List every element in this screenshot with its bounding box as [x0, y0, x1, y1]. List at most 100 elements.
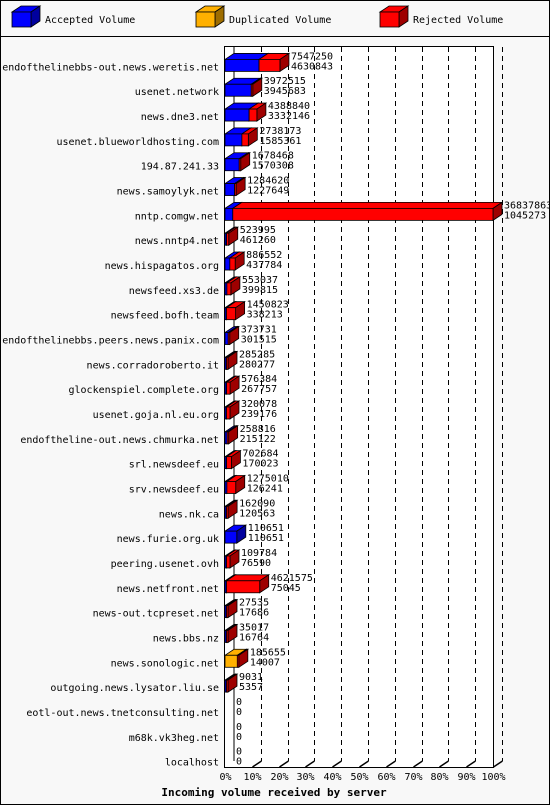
tick-mark-2: [279, 760, 289, 768]
tick-mark-6: [386, 760, 396, 768]
total-volume-label: 553037: [242, 275, 278, 286]
bar-rejected-volume: [225, 549, 241, 569]
bar-rejected-volume: [257, 52, 291, 73]
legend-swatch-2: [194, 5, 226, 28]
bar-rejected-volume: [225, 425, 239, 445]
legend-label-1: Accepted Volume: [45, 15, 135, 26]
accepted-volume-label: 3332146: [268, 111, 310, 122]
bar-rejected-volume: [225, 375, 241, 395]
accepted-volume-label: 1227649: [247, 186, 289, 197]
total-volume-label: 1275010: [247, 473, 289, 484]
x-axis-label: Incoming volume received by server: [161, 786, 387, 799]
legend-swatch-1: [10, 5, 42, 28]
category-label: peering.usenet.ovh: [111, 559, 219, 570]
total-volume-label: 9031: [239, 672, 263, 683]
accepted-volume-label: 0: [236, 707, 242, 718]
bar-rejected-volume: [240, 127, 259, 147]
accepted-volume-label: 110651: [248, 533, 284, 544]
total-volume-label: 35017: [239, 622, 269, 633]
accepted-volume-label: 215122: [240, 434, 276, 445]
category-label: news.samoylyk.net: [117, 187, 219, 198]
accepted-volume-label: 267757: [241, 384, 277, 395]
category-label: usenet.goja.nl.eu.org: [93, 410, 219, 421]
x-tick-label-8: 80%: [430, 772, 448, 783]
total-volume-label: 0: [236, 747, 242, 758]
bar-rejected-volume: [249, 77, 264, 97]
category-label: news.hispagatos.org: [105, 261, 219, 272]
bar-rejected-volume: [231, 201, 504, 222]
category-label: glockenspiel.complete.org: [68, 385, 219, 396]
tick-mark-1: [252, 760, 262, 768]
total-volume-label: 0: [236, 697, 242, 708]
total-volume-label: 162090: [239, 498, 275, 509]
x-tick-label-2: 20%: [270, 772, 288, 783]
x-tick-label-6: 60%: [377, 772, 395, 783]
category-label: news.nntp4.net: [135, 236, 219, 247]
bars: [223, 52, 504, 693]
category-label: 194.87.241.33: [141, 162, 219, 173]
category-labels: endofthelinebbs-out.news.weretis.net usen…: [2, 62, 219, 768]
accepted-volume-label: 437784: [246, 260, 282, 271]
category-label: news.sonologic.net: [111, 658, 219, 669]
total-volume-label: 7547250: [291, 51, 333, 62]
category-label: news.bbs.nz: [153, 633, 219, 644]
accepted-volume-label: 120563: [239, 508, 275, 519]
tick-mark-9: [466, 760, 476, 768]
bar-rejected-volume: [225, 673, 239, 693]
bar-rejected-volume: [236, 648, 250, 669]
x-tick-label-0: 0%: [219, 772, 231, 783]
total-volume-label: 4388840: [268, 101, 310, 112]
category-label: eotl-out.news.tnetconsulting.net: [26, 708, 219, 719]
total-volume-label: 1450823: [247, 300, 289, 311]
category-label: newsfeed.xs3.de: [129, 286, 219, 297]
bar-rejected-volume: [225, 276, 242, 296]
x-tick-labels: 0% 10% 20% 30% 40% 50% 60% 70% 80% 90% 100%: [219, 772, 505, 783]
accepted-volume-label: 76590: [241, 558, 271, 569]
category-label: nntp.comgw.net: [135, 211, 219, 222]
accepted-volume-label: 17686: [239, 608, 269, 619]
total-volume-label: 258816: [240, 424, 276, 435]
bar-rejected-volume: [237, 151, 252, 172]
total-volume-label: 3972515: [264, 76, 306, 87]
accepted-volume-label: 170023: [242, 459, 278, 470]
category-label: news.netfront.net: [117, 584, 219, 595]
accepted-volume-label: 5357: [239, 682, 263, 693]
x-tick-label-5: 50%: [350, 772, 368, 783]
total-volume-label: 886552: [246, 250, 282, 261]
bar-rejected-volume: [225, 226, 240, 246]
total-volume-label: 523995: [240, 225, 276, 236]
total-volume-label: 2738173: [259, 126, 301, 137]
category-label: srv.newsdeef.eu: [129, 484, 219, 495]
accepted-volume-label: 239176: [241, 409, 277, 420]
accepted-volume-label: 0: [236, 732, 242, 743]
legend: Accepted Volume Duplicated Volume Rejected…: [10, 5, 503, 28]
category-label: news.furie.org.uk: [117, 534, 219, 545]
bar-rejected-volume: [225, 474, 247, 495]
total-volume-label: 185655: [250, 647, 286, 658]
category-label: usenet.network: [135, 87, 219, 98]
x-tick-label-10: 100%: [481, 772, 505, 783]
bar-rejected-volume: [225, 300, 246, 321]
total-volume-label: 109784: [241, 548, 277, 559]
tick-mark-3: [305, 760, 315, 768]
category-label: news.nk.ca: [159, 509, 219, 520]
accepted-volume-label: 16764: [239, 632, 269, 643]
bar-rejected-volume: [225, 574, 271, 594]
bar-rejected-volume: [225, 598, 239, 619]
accepted-volume-label: 301515: [241, 335, 277, 346]
accepted-volume-label: 0: [236, 757, 242, 768]
bar-rejected-volume: [225, 449, 242, 470]
accepted-volume-label: 4630843: [291, 61, 333, 72]
accepted-volume-label: 3945683: [264, 86, 306, 97]
category-label: endoftheline-out.news.chmurka.net: [20, 435, 219, 446]
bar-accepted-volume: [223, 524, 248, 544]
grid: [233, 47, 503, 768]
accepted-volume-label: 75045: [271, 583, 301, 594]
total-volume-label: 27535: [239, 598, 269, 609]
bar-rejected-volume: [228, 251, 246, 271]
x-tick-label-1: 10%: [243, 772, 261, 783]
total-volume-label: 576384: [241, 374, 277, 385]
total-volume-label: 702684: [242, 449, 278, 460]
bar-rejected-volume: [225, 350, 239, 371]
total-volume-label: 36837863: [504, 200, 550, 211]
